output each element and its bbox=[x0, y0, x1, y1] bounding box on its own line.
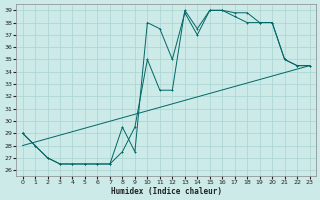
X-axis label: Humidex (Indice chaleur): Humidex (Indice chaleur) bbox=[111, 187, 221, 196]
